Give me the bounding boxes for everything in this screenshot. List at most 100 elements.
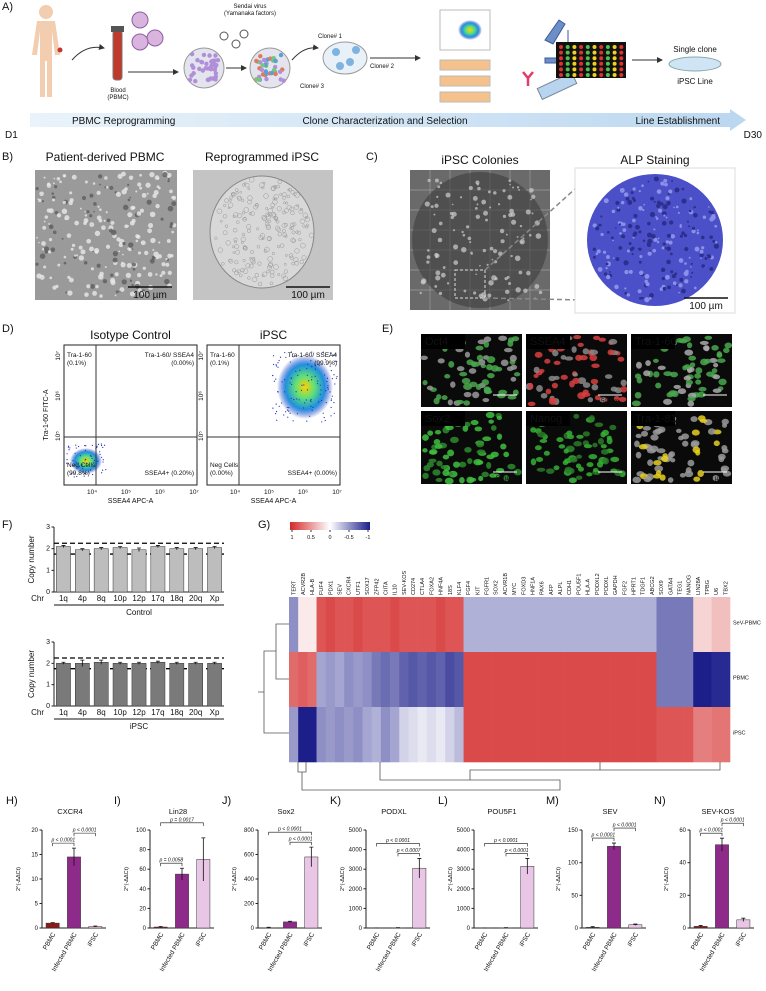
event <box>272 355 275 357</box>
panel-label: E) <box>382 323 393 335</box>
alp-speck <box>628 269 633 274</box>
event <box>72 460 74 462</box>
cell <box>236 213 243 219</box>
cell <box>294 205 299 210</box>
heatmap-cell <box>472 597 483 653</box>
cell <box>282 275 288 282</box>
cell <box>137 288 142 293</box>
y-tick-label: 50 <box>571 893 578 899</box>
marker-box <box>421 334 465 349</box>
cell <box>43 265 47 269</box>
micro-image <box>35 170 177 300</box>
cell <box>290 222 295 227</box>
nucleus <box>656 448 666 454</box>
cell <box>232 268 237 273</box>
colony-speck <box>512 186 515 189</box>
heatmap-cell <box>436 707 446 763</box>
heatmap-cell <box>647 597 657 653</box>
colony-speck <box>468 186 473 191</box>
cell <box>142 266 146 270</box>
cell <box>293 257 299 263</box>
cell <box>248 263 254 269</box>
cell <box>114 272 119 277</box>
cell <box>127 183 130 187</box>
alp-speck <box>603 272 608 276</box>
heatmap-cell <box>509 597 519 653</box>
scale-bar-label: 50 µm <box>496 475 514 482</box>
event <box>330 399 332 402</box>
alp-speck <box>605 274 611 280</box>
event <box>84 449 87 451</box>
cell <box>122 241 126 246</box>
nucleus <box>545 468 555 474</box>
cell <box>289 206 295 212</box>
y-tick-label: 100 <box>136 828 147 834</box>
alp-speck <box>644 274 650 279</box>
nucleus <box>588 454 598 460</box>
nucleus <box>653 474 662 479</box>
cell <box>137 251 142 255</box>
x-tick-label: PBMC <box>258 931 274 951</box>
nucleus <box>721 448 729 454</box>
heatmap-cell <box>472 707 483 763</box>
cell <box>251 276 258 283</box>
nucleus <box>594 395 601 401</box>
alp-speck <box>679 277 684 282</box>
well <box>599 73 604 77</box>
bar <box>520 866 535 929</box>
nucleus <box>598 337 607 342</box>
cell <box>42 248 45 251</box>
event <box>74 452 76 454</box>
alp-speck <box>620 234 626 239</box>
nucleus <box>632 476 642 484</box>
y-tick-label: 60 <box>679 828 686 834</box>
cell <box>90 267 94 271</box>
blood-label: Blood <box>110 88 125 94</box>
bar <box>304 856 319 929</box>
cell <box>43 246 50 252</box>
cell <box>212 62 217 68</box>
column-label: POU5F1 <box>576 574 582 595</box>
event <box>330 369 332 372</box>
heatmap-cell <box>693 597 703 653</box>
well <box>579 50 584 55</box>
cell <box>137 182 142 187</box>
colony-speck <box>507 282 512 286</box>
event <box>281 402 283 404</box>
cell <box>277 273 281 277</box>
cell <box>270 212 277 218</box>
event <box>335 353 337 355</box>
alp-speck <box>600 215 603 218</box>
event <box>283 414 285 416</box>
cell <box>268 219 272 223</box>
event <box>333 412 335 414</box>
event <box>275 403 277 405</box>
cell <box>241 198 245 203</box>
heatmap-cell <box>380 707 391 763</box>
colony-speck <box>493 249 498 254</box>
cell <box>114 294 117 297</box>
scale-bar-label: 50 µm <box>706 398 724 405</box>
nucleus <box>486 461 492 469</box>
event <box>312 406 314 409</box>
well <box>592 50 597 55</box>
cell <box>92 290 98 296</box>
heatmap-cell <box>647 652 657 708</box>
alp-speck <box>611 236 614 240</box>
nucleus <box>490 451 499 458</box>
x-tick-label: Xp <box>210 708 220 717</box>
cell <box>51 198 56 202</box>
y-axis-label: 2^(-ΔΔCt) <box>124 867 130 891</box>
cell <box>296 230 301 235</box>
cell <box>277 179 282 185</box>
heatmap-cell <box>583 597 593 653</box>
column-label: GATA4 <box>668 578 674 595</box>
y-tick-label: 80 <box>139 848 146 854</box>
cell <box>99 208 102 211</box>
nucleus <box>711 368 718 374</box>
nucleus <box>695 449 701 456</box>
heatmap-cell <box>362 597 372 653</box>
event <box>298 399 300 401</box>
density <box>70 448 102 474</box>
heatmap-cell <box>481 652 492 708</box>
